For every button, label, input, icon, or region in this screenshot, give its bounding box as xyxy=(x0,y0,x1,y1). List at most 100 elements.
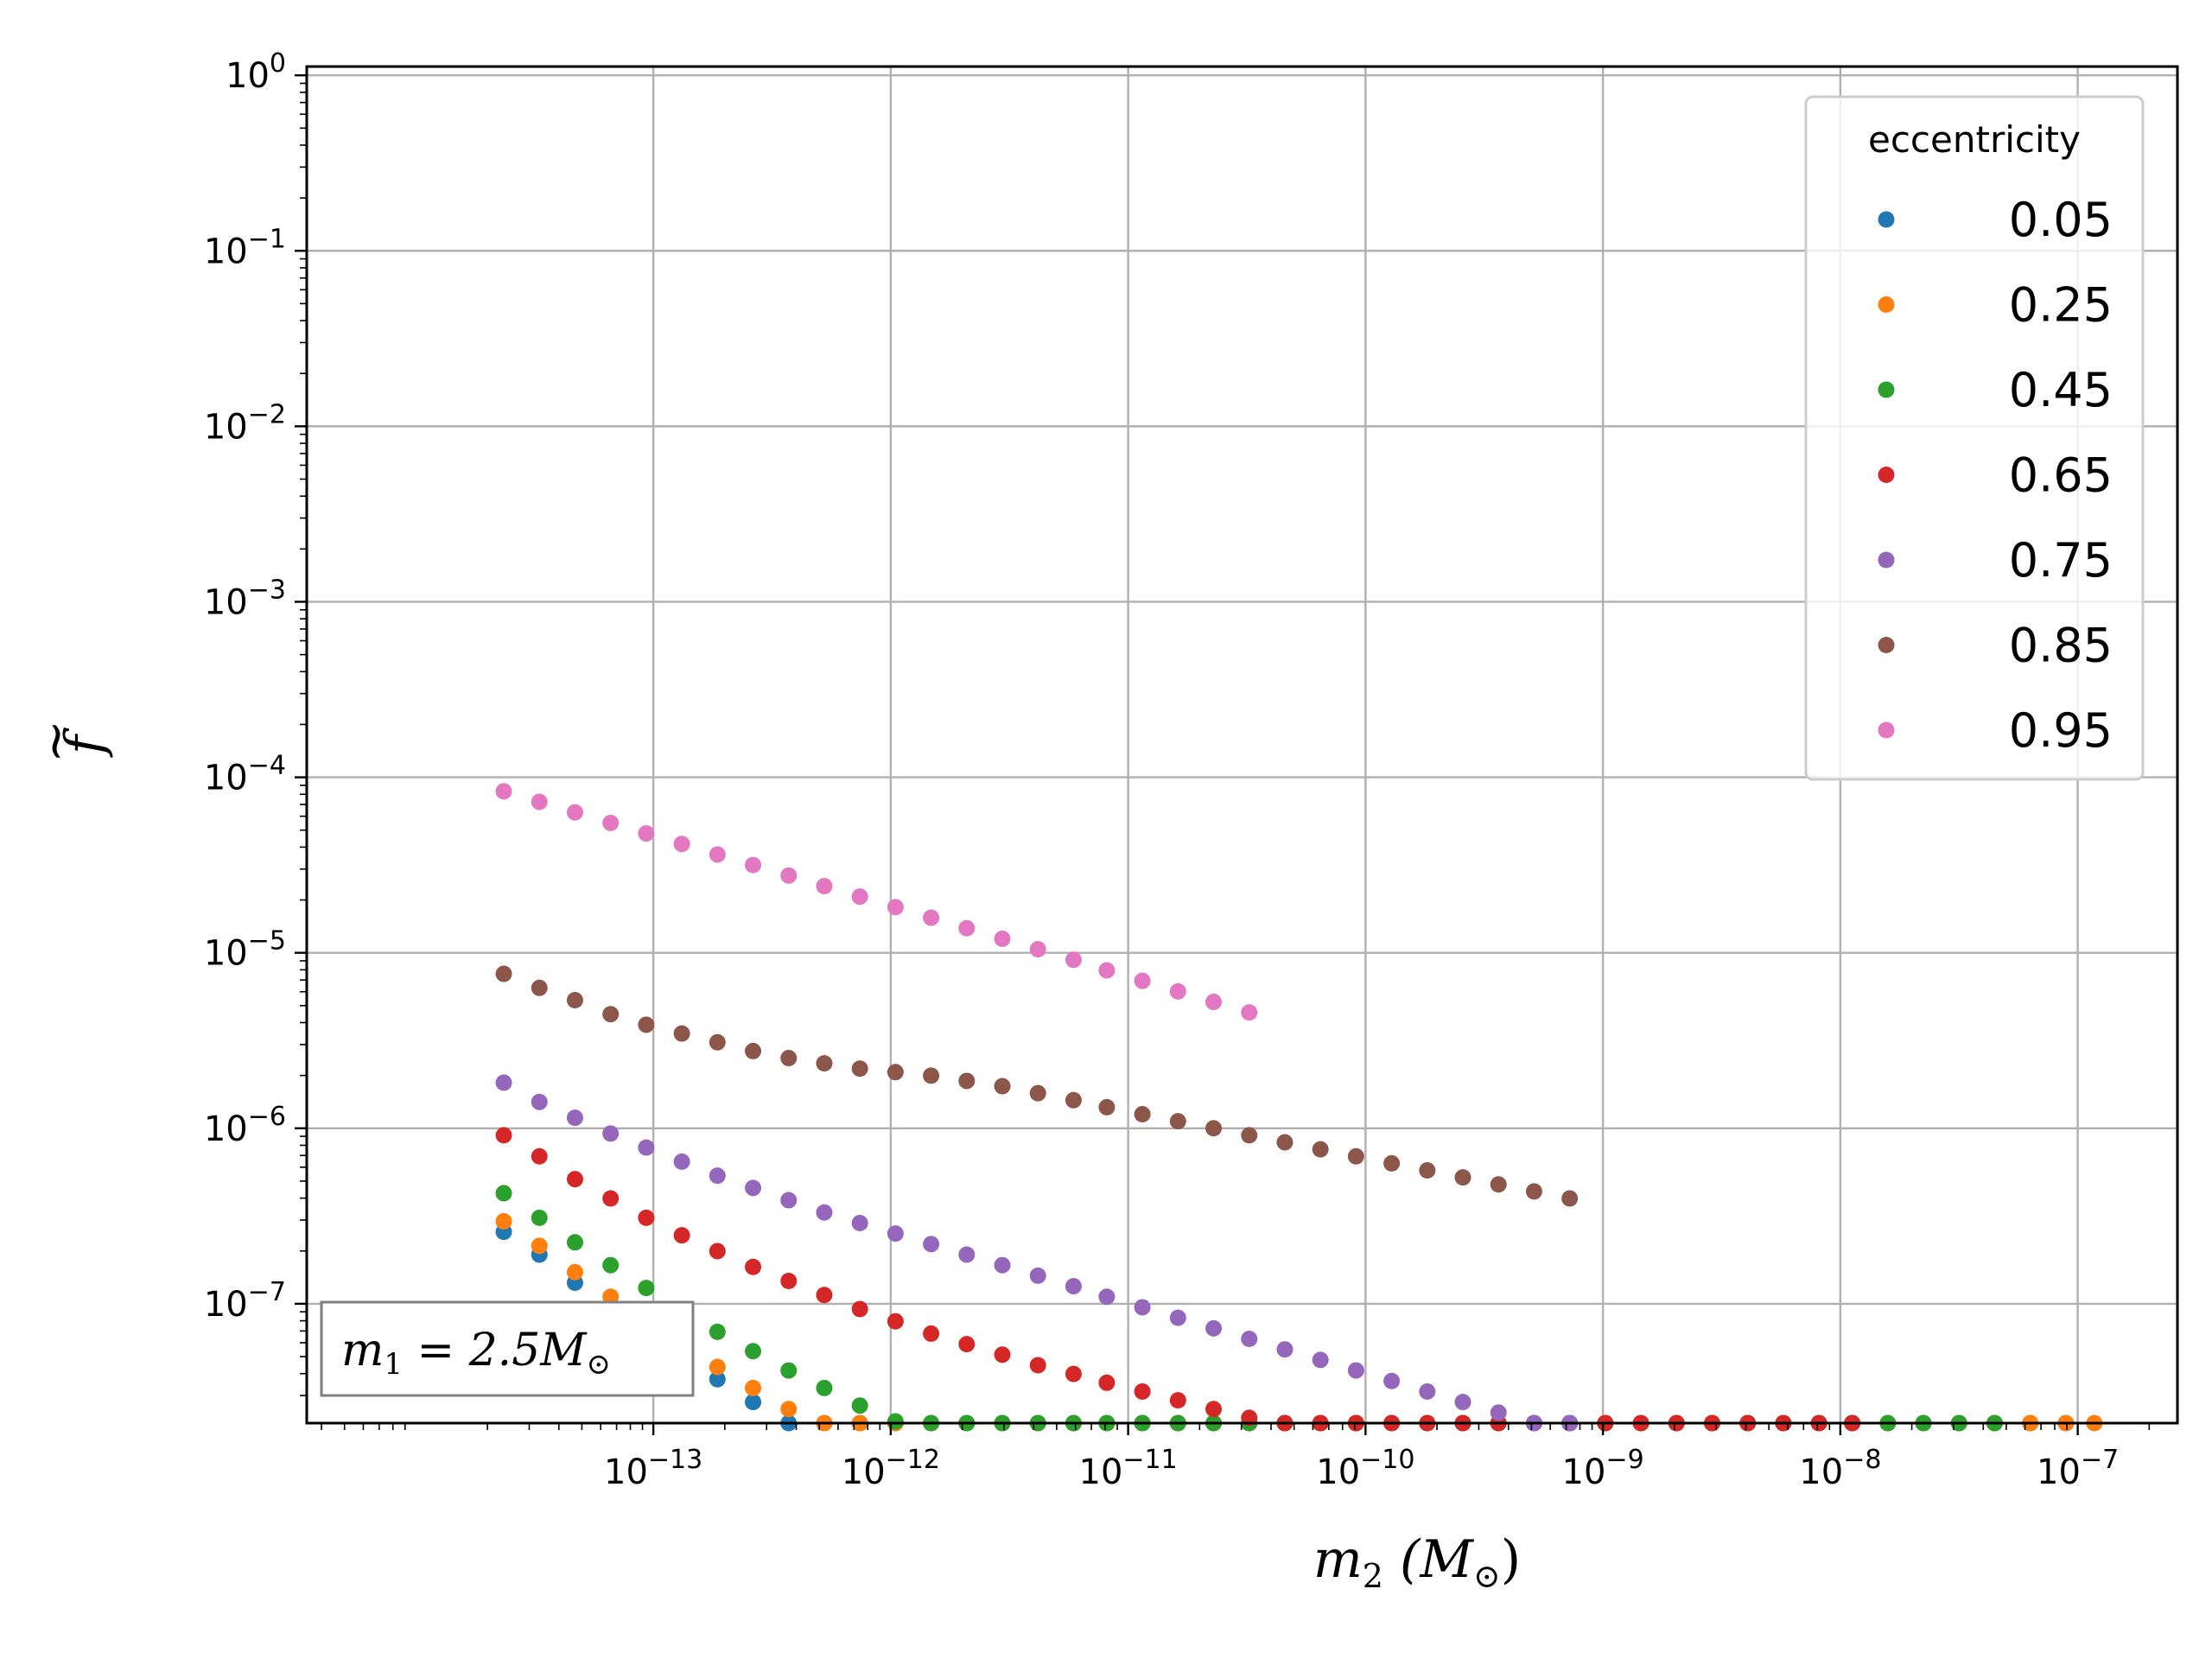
data-point xyxy=(638,825,655,842)
data-point xyxy=(1241,1331,1258,1348)
data-point xyxy=(851,1300,868,1318)
legend: eccentricity 0.05 0.25 0.45 0.65 0.75 0.85 0.9… xyxy=(1804,95,2145,781)
data-point xyxy=(994,1256,1011,1274)
y-tick-label: 10−5 xyxy=(204,926,286,974)
data-point xyxy=(780,1192,798,1209)
data-point xyxy=(709,846,726,863)
data-point xyxy=(1276,1341,1294,1358)
data-point xyxy=(745,1394,762,1411)
y-tick-label: 10−6 xyxy=(204,1102,286,1149)
data-point xyxy=(566,804,583,821)
legend-marker xyxy=(1878,467,1895,483)
data-point xyxy=(709,1033,726,1051)
data-point xyxy=(495,1185,512,1202)
data-point xyxy=(816,1204,833,1221)
data-point xyxy=(994,1346,1011,1363)
data-point xyxy=(495,783,512,800)
data-point xyxy=(673,1227,690,1244)
data-point xyxy=(531,1093,548,1110)
data-point xyxy=(709,1167,726,1185)
x-tick-label: 10−12 xyxy=(842,1445,940,1492)
data-point xyxy=(566,1109,583,1127)
legend-marker xyxy=(1878,296,1895,313)
x-tick-label: 10−11 xyxy=(1079,1445,1178,1492)
data-point xyxy=(958,1336,976,1353)
data-point xyxy=(1561,1190,1579,1207)
annotation-box xyxy=(320,1300,695,1397)
data-point xyxy=(780,1272,798,1289)
legend-label: 0.65 xyxy=(2009,448,2113,503)
data-point xyxy=(1098,1288,1116,1306)
data-point xyxy=(531,1209,548,1226)
data-point xyxy=(745,1042,762,1059)
x-tick-label: 10−13 xyxy=(604,1445,702,1492)
data-point xyxy=(673,1025,690,1042)
legend-label: 0.45 xyxy=(2009,363,2113,417)
data-point xyxy=(887,1225,904,1243)
data-point xyxy=(495,1127,512,1144)
data-point xyxy=(851,1397,868,1414)
series-0-95 xyxy=(495,783,1258,1021)
data-point xyxy=(531,793,548,810)
data-point xyxy=(602,814,620,831)
data-point xyxy=(1134,1106,1151,1123)
data-point xyxy=(1134,1382,1151,1400)
y-tick-label: 10−1 xyxy=(204,224,286,271)
data-point xyxy=(638,1139,655,1156)
data-point xyxy=(1205,1319,1223,1337)
data-point xyxy=(745,1179,762,1197)
data-point xyxy=(1419,1162,1436,1179)
data-point xyxy=(1241,1127,1258,1144)
data-point xyxy=(1134,972,1151,989)
y-tick-label: 10−7 xyxy=(204,1277,286,1325)
legend-title: eccentricity xyxy=(1868,118,2081,161)
data-point xyxy=(1098,962,1116,979)
data-point xyxy=(709,1323,726,1340)
data-point xyxy=(816,1379,833,1396)
data-point xyxy=(851,1060,868,1077)
data-point xyxy=(780,1050,798,1067)
legend-label: 0.95 xyxy=(2009,703,2113,758)
legend-label: 0.75 xyxy=(2009,533,2113,588)
data-point xyxy=(1169,982,1186,1000)
data-point xyxy=(1525,1183,1542,1200)
data-point xyxy=(923,1067,940,1084)
data-point xyxy=(1029,1357,1046,1374)
data-point xyxy=(958,919,976,937)
data-point xyxy=(994,930,1011,947)
y-axis-label-accent: ~ xyxy=(25,720,86,763)
data-point xyxy=(745,1258,762,1275)
data-point xyxy=(816,1287,833,1304)
data-point xyxy=(780,867,798,884)
data-point xyxy=(851,1214,868,1231)
data-point xyxy=(780,1401,798,1418)
data-point xyxy=(1169,1392,1186,1409)
data-point xyxy=(638,1209,655,1226)
data-point xyxy=(709,1243,726,1260)
data-point xyxy=(1312,1141,1329,1158)
data-point xyxy=(566,1234,583,1251)
data-point xyxy=(1383,1154,1401,1172)
data-point xyxy=(495,1212,512,1230)
legend-marker xyxy=(1878,211,1895,228)
legend-label: 0.05 xyxy=(2009,193,2113,247)
data-point xyxy=(1490,1404,1507,1421)
data-point xyxy=(887,899,904,916)
annotation-text: m1 = 2.5M⊙ xyxy=(341,1325,611,1382)
data-point xyxy=(602,1256,620,1274)
data-point xyxy=(745,1379,762,1396)
data-point xyxy=(1029,1267,1046,1284)
y-tick-label: 10−3 xyxy=(204,575,286,622)
legend-marker xyxy=(1878,637,1895,653)
data-point xyxy=(994,1077,1011,1095)
x-axis-label: m2 (M⊙) xyxy=(1313,1529,1521,1595)
data-point xyxy=(851,888,868,906)
axis-tick-labels: 10−13 10−12 10−11 10−10 10−9 10−8 10−7 100 10−1 1… xyxy=(204,48,2119,1492)
data-point xyxy=(1276,1134,1294,1151)
data-point xyxy=(602,1125,620,1142)
data-point xyxy=(1454,1169,1471,1186)
series-0-75 xyxy=(495,1074,1579,1432)
legend-marker xyxy=(1878,721,1895,739)
data-point xyxy=(1065,1365,1082,1382)
